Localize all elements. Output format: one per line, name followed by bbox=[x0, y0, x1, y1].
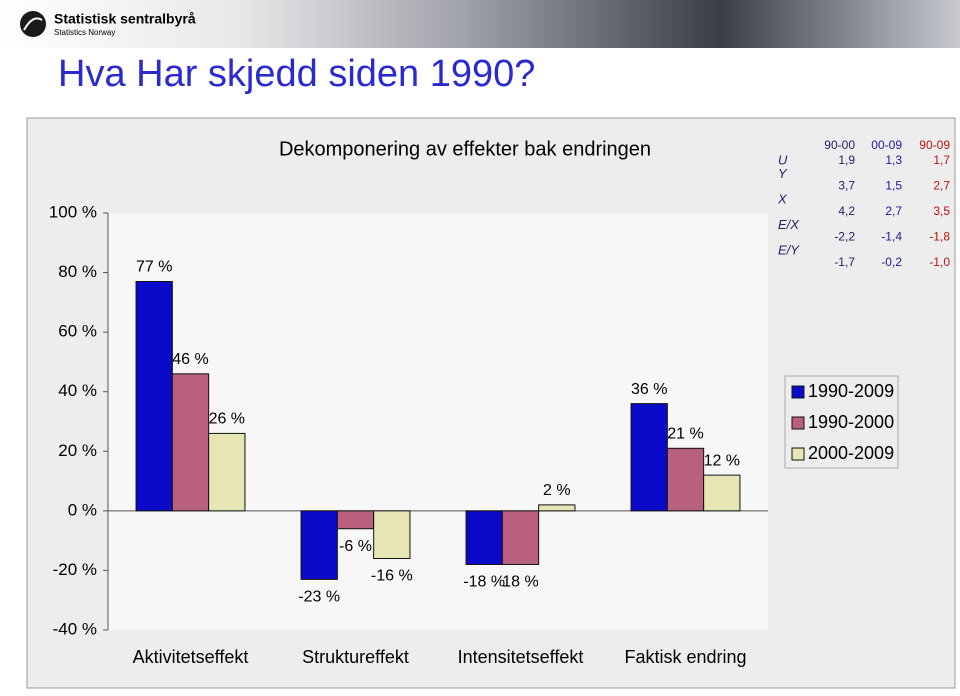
table-cell: 3,7 bbox=[838, 179, 855, 193]
logo-swoosh bbox=[23, 17, 43, 31]
y-tick-label: 100 % bbox=[49, 202, 97, 221]
x-tick-label: Intensitetseffekt bbox=[458, 647, 584, 667]
legend-label: 1990-2000 bbox=[808, 412, 894, 432]
y-tick-label: 60 % bbox=[58, 322, 97, 341]
legend-swatch bbox=[791, 447, 805, 461]
table-cell: -0,2 bbox=[881, 255, 902, 269]
table-row-label: E/Y bbox=[778, 242, 800, 257]
logo-name: Statistisk sentralbyrå bbox=[54, 11, 196, 27]
value-label: 12 % bbox=[704, 452, 740, 469]
bar bbox=[538, 504, 576, 512]
value-label: -23 % bbox=[298, 589, 340, 606]
bar bbox=[171, 373, 210, 512]
chart-title: Dekomponering av effekter bak endringen bbox=[279, 138, 651, 160]
value-label: 26 % bbox=[209, 411, 245, 428]
table-header: 00-09 bbox=[871, 138, 902, 152]
value-label: 46 % bbox=[172, 351, 208, 368]
table-cell: 2,7 bbox=[933, 179, 950, 193]
bar bbox=[336, 510, 375, 530]
bar bbox=[300, 510, 338, 580]
bar bbox=[703, 474, 741, 512]
value-label: -18 % bbox=[463, 574, 505, 591]
table-cell: -1,4 bbox=[881, 230, 902, 244]
legend-swatch bbox=[791, 416, 805, 430]
y-tick-label: 40 % bbox=[58, 381, 97, 400]
bar bbox=[373, 510, 411, 560]
table-header: 90-09 bbox=[919, 138, 950, 152]
bar bbox=[465, 510, 503, 565]
y-tick-label: 20 % bbox=[58, 441, 97, 460]
slide-title: Hva Har skjedd siden 1990? bbox=[58, 53, 535, 95]
value-label: -6 % bbox=[339, 538, 372, 555]
table-cell: 1,9 bbox=[838, 153, 855, 167]
legend-label: 2000-2009 bbox=[808, 443, 894, 463]
legend-frame bbox=[784, 375, 899, 469]
table-cell: 2,7 bbox=[885, 204, 902, 218]
y-tick-label: -40 % bbox=[53, 619, 97, 638]
bar bbox=[501, 510, 540, 565]
value-label: -16 % bbox=[371, 568, 413, 585]
table-cell: 1,3 bbox=[885, 153, 902, 167]
bar bbox=[208, 432, 246, 512]
data-table: 90-00 00-09 90-09 U 1,9 1,3 1,7 Y 3,7 1,5 2,7 X 4,2 2… bbox=[777, 138, 950, 269]
legend-label: 1990-2009 bbox=[808, 381, 894, 401]
table-cell: 1,5 bbox=[885, 179, 902, 193]
table-row-label: E/X bbox=[778, 217, 800, 232]
table-cell: 1,7 bbox=[933, 153, 950, 167]
x-tick-label: Faktisk endring bbox=[624, 647, 746, 667]
y-tick-label: 80 % bbox=[58, 262, 97, 281]
table-header: 90-00 bbox=[824, 138, 855, 152]
table-cell: 4,2 bbox=[838, 204, 855, 218]
x-tick-label: Struktureffekt bbox=[302, 647, 409, 667]
table-cell: -1,7 bbox=[834, 255, 855, 269]
logo-mark bbox=[20, 11, 46, 37]
table-cell: -1,0 bbox=[929, 255, 950, 269]
value-label: 36 % bbox=[631, 381, 667, 398]
value-label: 21 % bbox=[667, 426, 703, 443]
table-cell: -2,2 bbox=[834, 230, 855, 244]
value-label: 18 % bbox=[502, 574, 538, 591]
table-cell: -1,8 bbox=[929, 230, 950, 244]
header-band bbox=[0, 0, 960, 48]
bar bbox=[135, 281, 173, 512]
legend-swatch bbox=[791, 385, 805, 399]
table-row-label: X bbox=[777, 191, 788, 206]
bar bbox=[630, 403, 668, 512]
x-tick-label: Aktivitetseffekt bbox=[133, 647, 249, 667]
y-tick-label: 0 % bbox=[68, 500, 97, 519]
bar bbox=[666, 447, 705, 512]
table-cell: 3,5 bbox=[933, 204, 950, 218]
value-label: 2 % bbox=[543, 482, 571, 499]
table-row-label: U bbox=[778, 152, 788, 167]
table-row-label: Y bbox=[778, 166, 788, 181]
y-tick-label: -20 % bbox=[53, 560, 97, 579]
value-label: 77 % bbox=[136, 259, 172, 276]
logo-subname: Statistics Norway bbox=[54, 28, 115, 37]
